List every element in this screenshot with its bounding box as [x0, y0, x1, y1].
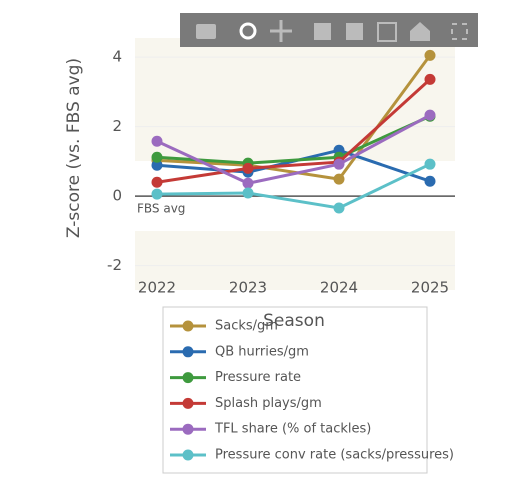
marker	[242, 162, 254, 174]
legend-marker	[182, 372, 194, 384]
marker	[424, 49, 436, 61]
y-axis-title: Z-score (vs. FBS avg)	[64, 58, 84, 238]
marker	[424, 175, 436, 187]
legend-marker	[182, 397, 194, 409]
marker	[151, 176, 163, 188]
legend: Sacks/gm QB hurries/gm Pressure rate Splash…	[162, 306, 454, 474]
x-tick-label: 2023	[229, 279, 267, 297]
series-line	[156, 113, 431, 185]
y-tick-label: 0	[112, 187, 122, 205]
x-tick-label: 2022	[138, 279, 176, 297]
legend-label: QB hurries/gm	[215, 344, 309, 359]
autoscale-icon[interactable]	[377, 22, 397, 42]
annotation: FBS avg	[137, 202, 185, 216]
legend-label: Pressure conv rate (sacks/pressures)	[215, 448, 454, 463]
marker	[242, 187, 254, 199]
legend-marker	[182, 449, 194, 461]
y-tick-label: -2	[107, 256, 122, 274]
legend-label: TFL share (% of tackles)	[214, 422, 371, 437]
legend-items: Sacks/gm QB hurries/gm Pressure rate Splash…	[170, 319, 454, 463]
camera-icon[interactable]	[196, 24, 216, 39]
y-tick-label: 4	[112, 48, 122, 66]
home-icon[interactable]	[410, 22, 430, 41]
x-tick-label: 2025	[411, 279, 449, 297]
marker	[151, 151, 163, 163]
marker	[424, 73, 436, 85]
series-line	[156, 78, 432, 184]
modebar	[180, 13, 478, 47]
marker	[333, 173, 345, 185]
marker	[424, 109, 436, 121]
legend-marker	[182, 320, 194, 332]
pan-icon[interactable]	[270, 20, 292, 42]
zoom-in-icon[interactable]	[314, 23, 331, 40]
series-line	[156, 114, 431, 165]
legend-marker	[182, 346, 194, 358]
marker	[424, 158, 436, 170]
legend-label: Pressure rate	[215, 370, 301, 385]
marker	[151, 188, 163, 200]
y-tick-label: 2	[112, 117, 122, 135]
fullscreen-icon[interactable]	[451, 23, 468, 40]
plot: -2 0 2 4 FBS avg 2022 2023 2024 2025	[107, 48, 455, 297]
marker	[151, 159, 163, 171]
legend-label: Splash plays/gm	[215, 396, 322, 411]
zoom-icon[interactable]	[239, 22, 257, 40]
legend-box	[162, 306, 428, 474]
legend-label: Sacks/gm	[215, 319, 278, 334]
marker	[151, 135, 163, 147]
marker	[333, 158, 345, 170]
marker	[333, 202, 345, 214]
series-line	[156, 162, 431, 210]
zoom-out-icon[interactable]	[346, 23, 363, 40]
x-axis-title: Season	[263, 311, 325, 331]
marker	[242, 177, 254, 189]
legend-marker	[182, 423, 194, 435]
x-tick-label: 2024	[320, 279, 358, 297]
